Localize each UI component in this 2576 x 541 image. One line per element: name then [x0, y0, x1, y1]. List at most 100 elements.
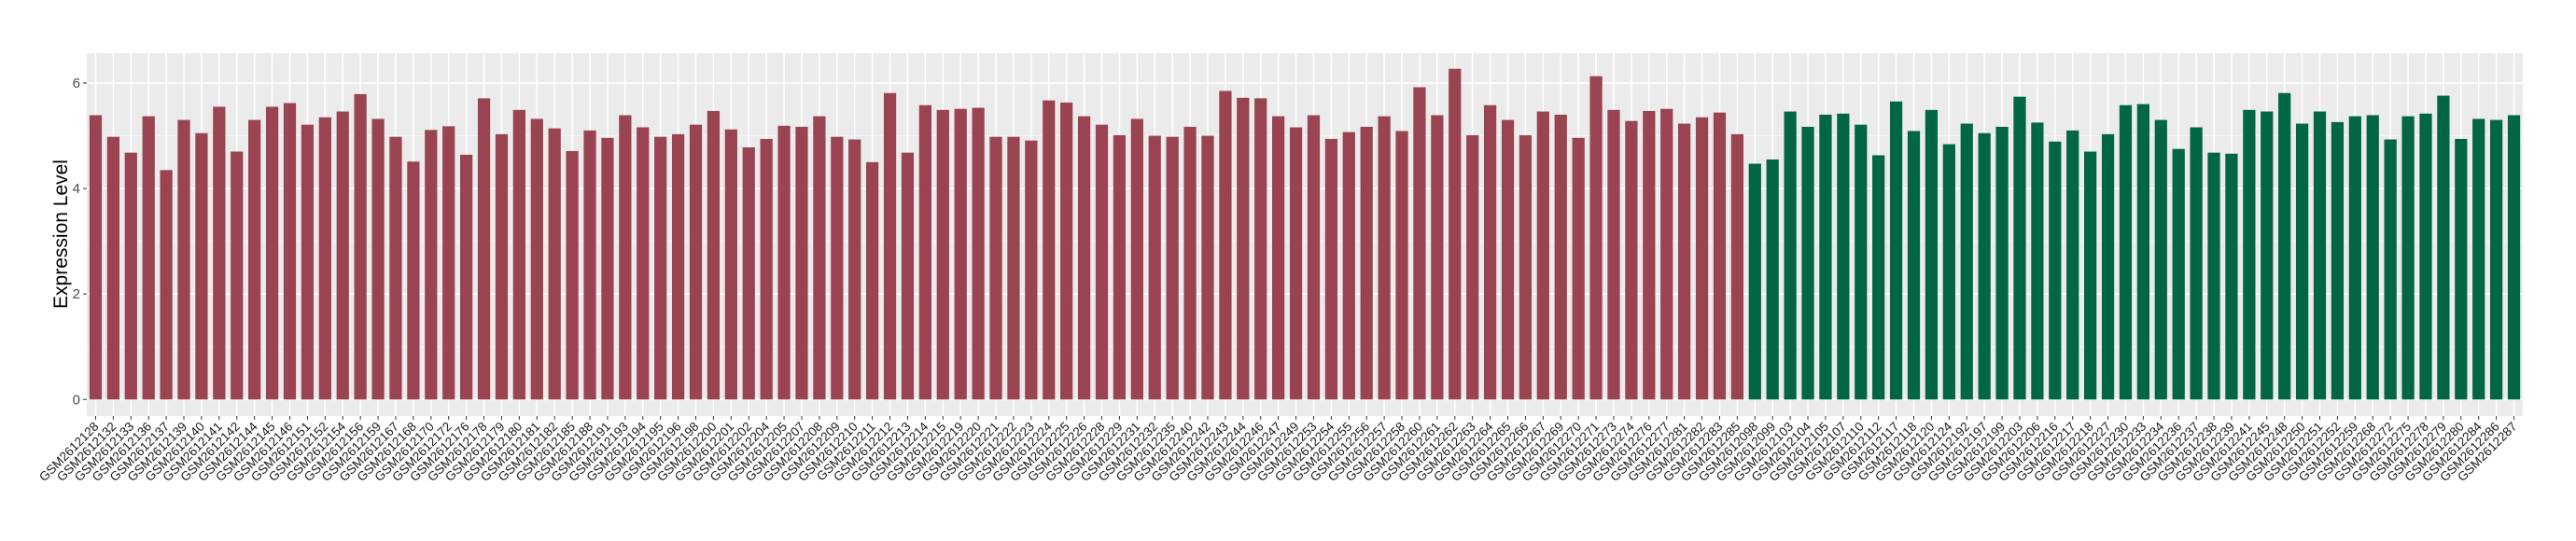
- bar-GSM2612225: [1060, 102, 1073, 400]
- bar-GSM2612179: [495, 133, 509, 400]
- bar-GSM2612280: [2455, 138, 2468, 400]
- bar-GSM2612197: [1978, 132, 1991, 400]
- bar-GSM2612208: [813, 116, 826, 400]
- bar-GSM2612275: [2401, 116, 2415, 400]
- bar-GSM2612285: [1730, 133, 1743, 400]
- bar-GSM2612223: [1025, 140, 1038, 400]
- bar-GSM2612222: [1007, 136, 1020, 400]
- bar-GSM2612207: [795, 126, 808, 400]
- bar-GSM2612112: [1872, 155, 1885, 400]
- bar-GSM2612258: [1395, 131, 1408, 400]
- bar-GSM2612230: [2119, 104, 2133, 400]
- bar-GSM2612205: [777, 125, 791, 400]
- bar-GSM2612283: [1713, 112, 1727, 400]
- bar-GSM2612274: [1625, 120, 1638, 400]
- bar-GSM2612273: [1607, 109, 1620, 400]
- bar-GSM2612276: [1643, 110, 1656, 400]
- bar-GSM2612145: [265, 106, 279, 400]
- bar-GSM2612262: [1449, 68, 1462, 400]
- bar-GSM2612271: [1589, 76, 1603, 400]
- bar-GSM2612120: [1925, 109, 1939, 400]
- bar-GSM2612251: [2313, 111, 2327, 400]
- bar-GSM2612228: [1095, 124, 1109, 400]
- y-axis-title: Expression Level: [50, 160, 72, 309]
- bar-GSM2612204: [760, 138, 773, 400]
- bar-GSM2612178: [477, 98, 491, 400]
- x-axis: GSM2612128GSM2612132GSM2612133GSM2612136…: [36, 416, 2520, 484]
- bar-GSM2612152: [318, 117, 331, 400]
- bar-GSM2612259: [2348, 116, 2361, 400]
- bar-GSM2612133: [124, 152, 137, 400]
- bar-GSM2612266: [1519, 134, 1533, 400]
- bar-GSM2612282: [1695, 117, 1709, 400]
- bar-GSM2612242: [1201, 135, 1214, 400]
- bar-GSM2612267: [1536, 111, 1549, 400]
- bar-GSM2612136: [142, 116, 155, 400]
- bar-GSM2612196: [671, 133, 685, 400]
- bar-GSM2612191: [601, 137, 614, 400]
- bar-GSM2612238: [2207, 152, 2220, 400]
- bar-GSM2612256: [1360, 126, 1373, 400]
- bar-GSM2612128: [89, 115, 103, 400]
- bar-GSM2612220: [972, 107, 985, 400]
- bar-GSM2612245: [2261, 111, 2274, 400]
- bar-GSM2612284: [2472, 118, 2485, 400]
- bar-GSM2612224: [1043, 100, 1056, 400]
- bar-GSM2612168: [407, 161, 420, 400]
- bar-GSM2612233: [2136, 104, 2149, 400]
- bar-GSM2612215: [936, 109, 949, 400]
- bar-GSM2612167: [389, 136, 402, 400]
- bar-GSM2612098: [1748, 163, 1761, 400]
- bar-GSM2612252: [2331, 121, 2345, 400]
- bar-GSM2612213: [901, 152, 915, 400]
- bar-GSM2612257: [1378, 116, 1391, 400]
- y-axis: 0 2 4 6: [73, 76, 87, 408]
- bar-GSM2612248: [2278, 92, 2291, 400]
- bar-GSM2612253: [1307, 115, 1321, 400]
- bar-GSM2612117: [1889, 101, 1903, 400]
- bar-GSM2612287: [2507, 115, 2521, 400]
- bar-GSM2612172: [442, 126, 455, 400]
- bar-GSM2612239: [2225, 153, 2238, 400]
- bar-GSM2612156: [354, 93, 367, 400]
- bar-GSM2612193: [619, 115, 632, 400]
- bar-GSM2612278: [2419, 113, 2432, 400]
- bar-GSM2612139: [177, 119, 190, 400]
- bar-GSM2612227: [2101, 133, 2115, 400]
- bar-GSM2612110: [1855, 124, 1868, 400]
- bar-GSM2612159: [371, 118, 385, 400]
- y-tick-label: 4: [73, 181, 80, 197]
- bar-GSM2612192: [1960, 123, 1973, 400]
- y-tick-label: 6: [73, 76, 80, 91]
- bar-GSM2612234: [2154, 119, 2167, 400]
- bar-GSM2612250: [2295, 123, 2309, 400]
- bar-GSM2612103: [1784, 111, 1797, 400]
- bar-GSM2612199: [1995, 126, 2009, 400]
- bar-GSM2612244: [1237, 97, 1250, 400]
- bar-GSM2612137: [160, 170, 173, 400]
- bar-GSM2612182: [548, 128, 561, 400]
- bar-GSM2612237: [2190, 127, 2203, 400]
- plot-panel: [87, 53, 2523, 416]
- bar-GSM2612263: [1466, 134, 1479, 400]
- bar-GSM2612219: [954, 108, 967, 400]
- bar-GSM2612212: [883, 92, 897, 400]
- bar-GSM2612146: [283, 103, 297, 400]
- bar-GSM2612198: [689, 124, 703, 400]
- bar-GSM2612269: [1554, 114, 1567, 400]
- bar-GSM2612216: [2049, 141, 2062, 400]
- bar-GSM2612221: [989, 136, 1002, 400]
- bar-GSM2612261: [1431, 115, 1444, 400]
- bar-GSM2612270: [1572, 137, 1585, 400]
- bar-GSM2612229: [1113, 134, 1127, 400]
- bar-GSM2612140: [195, 132, 208, 400]
- bar-GSM2612277: [1660, 108, 1673, 400]
- bar-GSM2612118: [1907, 131, 1921, 400]
- bar-GSM2612200: [707, 110, 721, 400]
- bar-GSM2612188: [583, 130, 596, 400]
- bar-GSM2612235: [1166, 136, 1179, 400]
- bar-GSM2612203: [2013, 96, 2026, 400]
- bar-GSM2612279: [2437, 95, 2450, 400]
- bar-GSM2612217: [2066, 130, 2079, 400]
